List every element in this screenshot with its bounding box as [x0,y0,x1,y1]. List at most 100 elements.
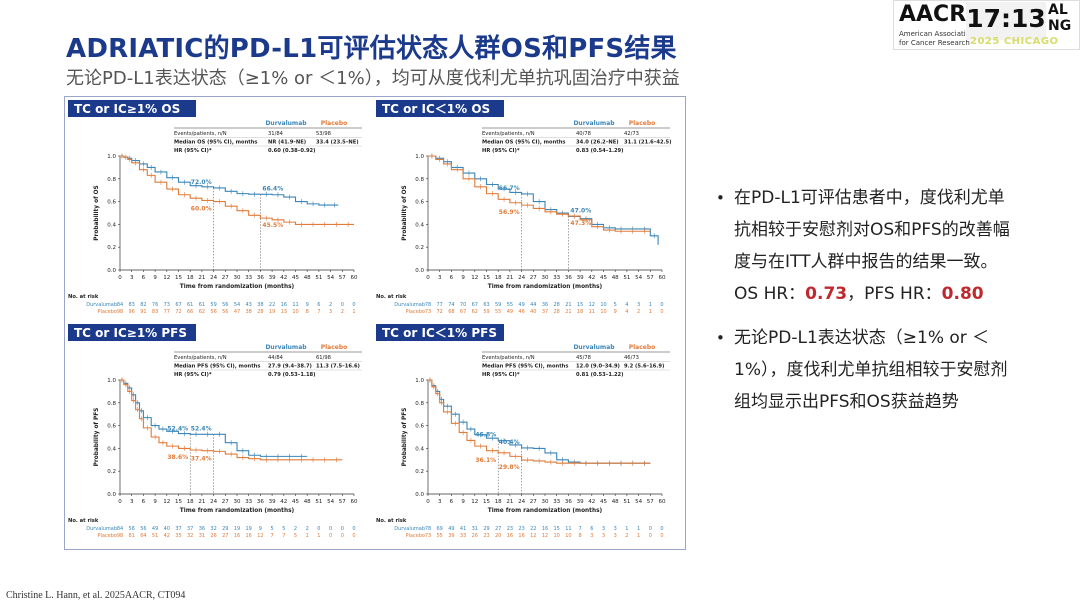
chart-title-tab [68,324,196,341]
risk-value: 23 [483,533,489,539]
risk-table-label: No. at risk [68,294,99,300]
risk-value: 56 [129,526,135,532]
risk-value: 0 [329,526,332,532]
risk-value: 27 [495,526,501,532]
x-tick-label: 9 [461,499,465,505]
risk-value: 56 [140,526,146,532]
y-tick-label: 0.0 [107,268,116,274]
table-cell-placebo: 46/73 [624,355,639,361]
risk-value: 2 [306,526,309,532]
y-tick-label: 0.6 [415,424,424,430]
risk-value: 81 [129,533,135,539]
table-head-durvalumab: Durvalumab [265,344,307,351]
table-cell-placebo: 11.3 (7.5–16.6) [316,364,360,370]
x-tick-label: 36 [257,499,264,505]
risk-value: 67 [472,302,478,308]
table-row-label: HR (95% CI)* [174,372,212,378]
risk-value: 23 [518,526,524,532]
km-curve-durvalumab [428,379,651,464]
risk-value: 6 [317,302,320,308]
risk-value: 37 [542,309,548,315]
x-axis-label: Time from randomization (months) [180,284,295,290]
y-tick-label: 0.2 [415,469,424,475]
table-cell-durvalumab: 44/84 [268,355,284,361]
risk-value: 84 [117,526,123,532]
risk-value: 84 [117,302,123,308]
risk-value: 7 [579,526,582,532]
x-tick-label: 33 [245,275,252,281]
risk-value: 1 [649,309,652,315]
risk-value: 44 [530,302,536,308]
x-tick-label: 6 [450,275,454,281]
risk-value: 43 [246,302,252,308]
x-tick-label: 51 [623,275,630,281]
y-tick-label: 0.0 [415,268,424,274]
x-tick-label: 48 [612,499,619,505]
y-tick-label: 0.6 [107,424,116,430]
risk-value: 51 [152,533,158,539]
risk-value: 6 [590,526,593,532]
x-tick-label: 12 [471,275,478,281]
table-head-placebo: Placebo [629,344,656,351]
table-cell-placebo: 33.4 (23.5–NE) [316,140,359,146]
risk-value: 0 [352,526,355,532]
x-tick-label: 42 [280,275,287,281]
risk-value: 49 [152,526,158,532]
x-tick-label: 18 [187,499,194,505]
risk-value: 5 [271,526,274,532]
x-tick-label: 30 [234,275,241,281]
risk-row-name: Durvalumab [86,526,117,532]
risk-value: 5 [294,533,297,539]
risk-value: 10 [554,533,560,539]
risk-row-name: Durvalumab [394,302,425,308]
y-tick-label: 0.2 [107,469,116,475]
landmark-label: 46.8% [475,432,496,439]
x-tick-label: 3 [130,499,134,505]
risk-value: 18 [577,309,583,315]
chart-title: TC or IC≥1% PFS [74,326,187,340]
risk-value: 3 [637,302,640,308]
risk-value: 1 [649,302,652,308]
risk-value: 16 [246,533,252,539]
risk-value: 0 [649,526,652,532]
risk-value: 28 [554,309,560,315]
risk-value: 15 [554,526,560,532]
x-tick-label: 33 [553,499,560,505]
x-tick-label: 54 [327,275,334,281]
risk-value: 16 [281,302,287,308]
table-row-label: Events/patients, n/N [174,131,227,137]
risk-row-name: Placebo [405,533,425,539]
table-head-durvalumab: Durvalumab [573,120,615,127]
risk-value: 7 [317,309,320,315]
risk-value: 22 [269,302,275,308]
risk-value: 32 [210,526,216,532]
x-axis-label: Time from randomization (months) [180,508,295,514]
risk-value: 12 [589,302,595,308]
x-tick-label: 0 [426,275,430,281]
x-tick-label: 51 [315,499,322,505]
risk-value: 0 [660,526,663,532]
risk-value: 55 [437,533,443,539]
risk-value: 42 [164,533,170,539]
risk-value: 66 [187,309,193,315]
risk-value: 74 [448,302,454,308]
landmark-label: 52.4% [191,425,212,432]
km-figure-frame [64,96,686,550]
x-tick-label: 42 [588,499,595,505]
x-tick-label: 21 [198,499,205,505]
x-tick-label: 36 [257,275,264,281]
risk-value: 73 [164,302,170,308]
risk-value: 47 [234,309,240,315]
key-findings: 在PD-L1可评估患者中，度伐利尤单抗相较于安慰剂对OS和PFS的改善幅度与在I… [716,182,1016,430]
x-tick-label: 12 [163,275,170,281]
table-cell-durvalumab: 40/78 [576,131,591,137]
risk-value: 10 [600,309,606,315]
chart-title-tab [68,100,196,117]
table-row-label: Events/patients, n/N [482,355,535,361]
x-tick-label: 39 [577,499,584,505]
risk-row-name: Placebo [97,309,117,315]
risk-value: 62 [199,309,205,315]
risk-table-label: No. at risk [376,518,407,524]
landmark-label: 72.0% [191,179,212,186]
risk-value: 55 [495,309,501,315]
